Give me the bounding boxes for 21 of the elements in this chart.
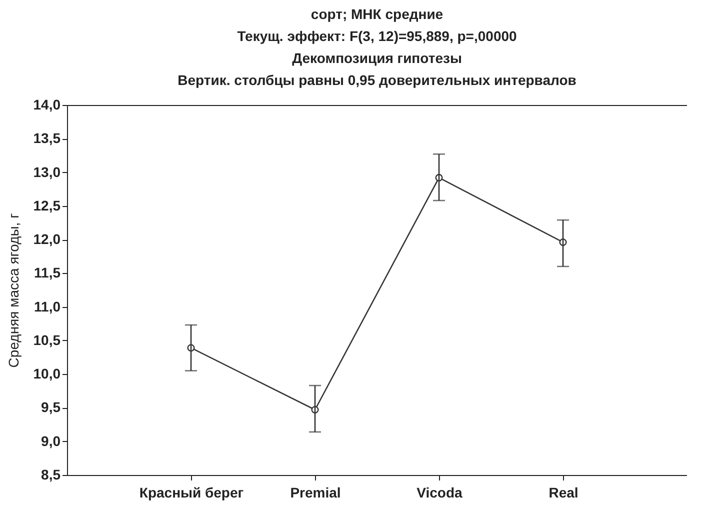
text: Текущ. эффект: F(3, 12)=95,889, p=,00000 xyxy=(237,28,517,44)
x-tick-label: Premial xyxy=(290,484,341,500)
y-tick-label: 13,5 xyxy=(33,130,61,146)
chart-title: сорт; МНК средние xyxy=(310,6,444,22)
y-tick-label: 11,5 xyxy=(34,264,61,281)
y-tick-label: 8,5 xyxy=(41,466,61,482)
y-tick-label: 11,0 xyxy=(34,298,61,314)
y-tick-label: 13,0 xyxy=(33,164,61,180)
text: Декомпозиция гипотезы xyxy=(292,50,462,66)
y-tick-label: 10,5 xyxy=(33,332,61,348)
y-tick-label: 9,5 xyxy=(41,399,61,416)
x-tick-label: Real xyxy=(548,484,578,500)
y-tick-label: 9,0 xyxy=(41,432,61,449)
y-tick-label: 12,0 xyxy=(33,231,61,248)
y-tick-label: 12,5 xyxy=(33,197,61,214)
text: Вертик. столбцы равны 0,95 доверительных интервалов xyxy=(178,72,576,88)
y-tick-label: 14,0 xyxy=(33,96,61,112)
y-axis-title: Средняя масса ягоды, г xyxy=(5,213,22,368)
y-tick-label: 10,0 xyxy=(33,366,61,382)
x-tick-label: Красный берег xyxy=(139,484,244,500)
x-tick-label: Vicoda xyxy=(416,484,463,500)
